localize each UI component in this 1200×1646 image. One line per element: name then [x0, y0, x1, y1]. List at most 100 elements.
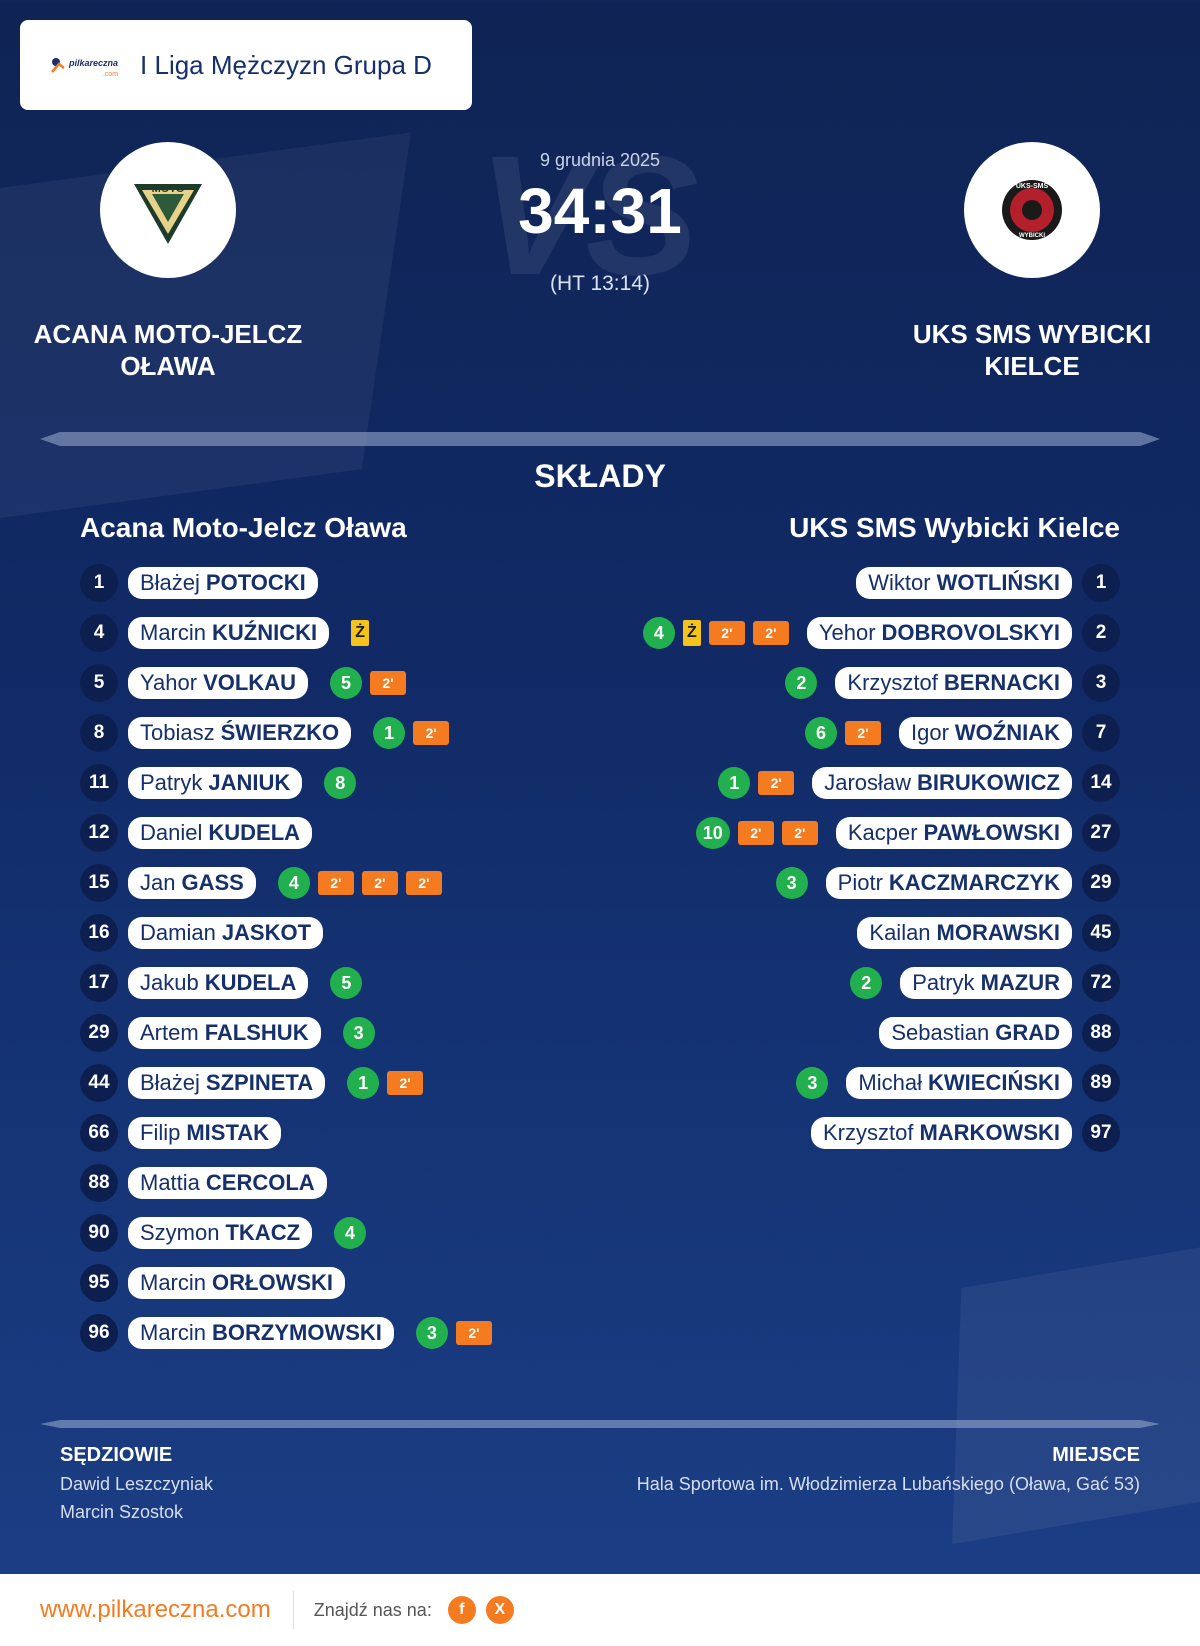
- background-shape: [952, 1235, 1200, 1545]
- player-row: 10 2' 2' Kacper PAWŁOWSKI 27: [560, 808, 1120, 858]
- player-last-name: GASS: [181, 870, 244, 895]
- goals-badge: 3: [796, 1067, 829, 1099]
- player-last-name: DOBROVOLSKYI: [881, 620, 1060, 645]
- player-name-pill[interactable]: Szymon TKACZ: [128, 1217, 313, 1249]
- player-name-pill[interactable]: Yahor VOLKAU: [128, 667, 308, 699]
- player-last-name: FALSHUK: [204, 1020, 309, 1045]
- player-stats: 2: [850, 967, 883, 999]
- player-name-pill[interactable]: Sebastian GRAD: [879, 1017, 1072, 1049]
- shirt-number: 7: [1082, 714, 1120, 752]
- player-first-name: Patryk: [912, 970, 975, 995]
- player-name-pill[interactable]: Mattia CERCOLA: [128, 1167, 327, 1199]
- player-name-pill[interactable]: Jan GASS: [128, 867, 256, 899]
- player-row: 12 Daniel KUDELA: [80, 808, 640, 858]
- player-name-pill[interactable]: Filip MISTAK: [128, 1117, 282, 1149]
- player-name-pill[interactable]: Kacper PAWŁOWSKI: [835, 817, 1072, 849]
- find-us-label: Znajdź nas na:: [313, 1599, 432, 1620]
- goals-badge: 1: [347, 1067, 380, 1099]
- player-first-name: Patryk: [140, 770, 203, 795]
- player-name-pill[interactable]: Igor WOŹNIAK: [898, 717, 1072, 749]
- player-name-pill[interactable]: Marcin BORZYMOWSKI: [128, 1317, 394, 1349]
- player-first-name: Błażej: [140, 570, 200, 595]
- player-name-pill[interactable]: Piotr KACZMARCZYK: [825, 867, 1072, 899]
- away-lineup-title: UKS SMS Wybicki Kielce: [789, 512, 1120, 543]
- player-last-name: BIRUKOWICZ: [917, 770, 1060, 795]
- referee-name: Dawid Leszczyniak: [60, 1474, 214, 1494]
- player-name-pill[interactable]: Michał KWIECIŃSKI: [846, 1067, 1072, 1099]
- player-name-pill[interactable]: Marcin ORŁOWSKI: [128, 1267, 346, 1299]
- halftime-score: (HT 13:14): [550, 272, 650, 295]
- away-team-crest[interactable]: UKS-SMS WYBICKI: [964, 142, 1100, 278]
- player-stats: Ż: [351, 620, 370, 646]
- svg-text:MOTO: MOTO: [152, 183, 185, 195]
- shirt-number: 72: [1082, 964, 1120, 1002]
- player-name-pill[interactable]: Wiktor WOTLIŃSKI: [856, 567, 1072, 599]
- player-first-name: Krzysztof: [822, 1120, 914, 1145]
- ball-player-icon: [51, 58, 65, 73]
- player-name-pill[interactable]: Krzysztof BERNACKI: [835, 667, 1072, 699]
- player-name-pill[interactable]: Yehor DOBROVOLSKYI: [806, 617, 1072, 649]
- svg-text:WYBICKI: WYBICKI: [1019, 233, 1045, 239]
- section-divider: [40, 432, 1160, 446]
- player-row: 5 Yahor VOLKAU 5 2': [80, 658, 640, 708]
- player-last-name: MAZUR: [980, 970, 1060, 995]
- player-first-name: Yahor: [140, 670, 198, 695]
- player-name-pill[interactable]: Patryk JANIUK: [128, 767, 303, 799]
- suspension-badge: 2': [844, 721, 881, 745]
- player-first-name: Kacper: [847, 820, 918, 845]
- suspension-badge: 2': [405, 871, 442, 895]
- shirt-number: 2: [1082, 614, 1120, 652]
- player-name-pill[interactable]: Patryk MAZUR: [900, 967, 1072, 999]
- player-name-pill[interactable]: Marcin KUŹNICKI: [128, 617, 330, 649]
- player-row: 3 Michał KWIECIŃSKI 89: [560, 1058, 1120, 1108]
- player-first-name: Wiktor: [868, 570, 931, 595]
- shirt-number: 14: [1082, 764, 1120, 802]
- goals-badge: 2: [850, 967, 883, 999]
- home-lineup-title: Acana Moto-Jelcz Oława: [80, 512, 407, 543]
- player-last-name: MORAWSKI: [936, 920, 1060, 945]
- player-first-name: Yehor: [818, 620, 876, 645]
- shirt-number: 12: [80, 814, 118, 852]
- player-last-name: KUDELA: [204, 970, 297, 995]
- suspension-badge: 2': [752, 621, 789, 645]
- player-name-pill[interactable]: Jarosław BIRUKOWICZ: [812, 767, 1072, 799]
- facebook-icon[interactable]: f: [447, 1596, 476, 1624]
- player-first-name: Piotr: [837, 870, 883, 895]
- player-stats: 1 2': [373, 717, 450, 749]
- player-first-name: Damian: [140, 920, 216, 945]
- player-name-pill[interactable]: Artem FALSHUK: [128, 1017, 321, 1049]
- suspension-badge: 2': [369, 671, 406, 695]
- player-row: 66 Filip MISTAK: [80, 1108, 640, 1158]
- site-link[interactable]: www.pilkareczna.com: [40, 1596, 271, 1623]
- player-row: 90 Szymon TKACZ 4: [80, 1208, 640, 1258]
- player-stats: 6 2': [804, 717, 881, 749]
- player-first-name: Daniel: [140, 820, 203, 845]
- player-last-name: JANIUK: [208, 770, 291, 795]
- site-logo[interactable]: pilkareczna .com: [50, 53, 118, 78]
- referees-label: SĘDZIOWIE: [60, 1444, 173, 1466]
- player-row: 15 Jan GASS 4 2' 2' 2': [80, 858, 640, 908]
- goals-badge: 1: [373, 717, 406, 749]
- player-last-name: KWIECIŃSKI: [928, 1070, 1060, 1095]
- shirt-number: 27: [1082, 814, 1120, 852]
- home-team-crest[interactable]: MOTO: [100, 142, 236, 278]
- goals-badge: 1: [718, 767, 751, 799]
- player-row: 2 Patryk MAZUR 72: [560, 958, 1120, 1008]
- player-row: 29 Artem FALSHUK 3: [80, 1008, 640, 1058]
- player-name-pill[interactable]: Damian JASKOT: [128, 917, 324, 949]
- shirt-number: 3: [1082, 664, 1120, 702]
- player-first-name: Marcin: [140, 620, 207, 645]
- player-name-pill[interactable]: Tobiasz ŚWIERZKO: [128, 717, 352, 749]
- player-name-pill[interactable]: Kailan MORAWSKI: [857, 917, 1072, 949]
- player-row: 96 Marcin BORZYMOWSKI 3 2': [80, 1308, 640, 1358]
- player-name-pill[interactable]: Błażej SZPINETA: [128, 1067, 326, 1099]
- player-last-name: BORZYMOWSKI: [212, 1320, 382, 1345]
- player-name-pill[interactable]: Błażej POTOCKI: [128, 567, 318, 599]
- player-name-pill[interactable]: Jakub KUDELA: [128, 967, 309, 999]
- league-header-card: pilkareczna .com I Liga Mężczyzn Grupa D: [20, 20, 472, 110]
- player-row: 1 2' Jarosław BIRUKOWICZ 14: [560, 758, 1120, 808]
- player-name-pill[interactable]: Daniel KUDELA: [128, 817, 313, 849]
- goals-badge: 3: [342, 1017, 375, 1049]
- player-name-pill[interactable]: Krzysztof MARKOWSKI: [810, 1117, 1072, 1149]
- x-icon[interactable]: X: [485, 1596, 514, 1624]
